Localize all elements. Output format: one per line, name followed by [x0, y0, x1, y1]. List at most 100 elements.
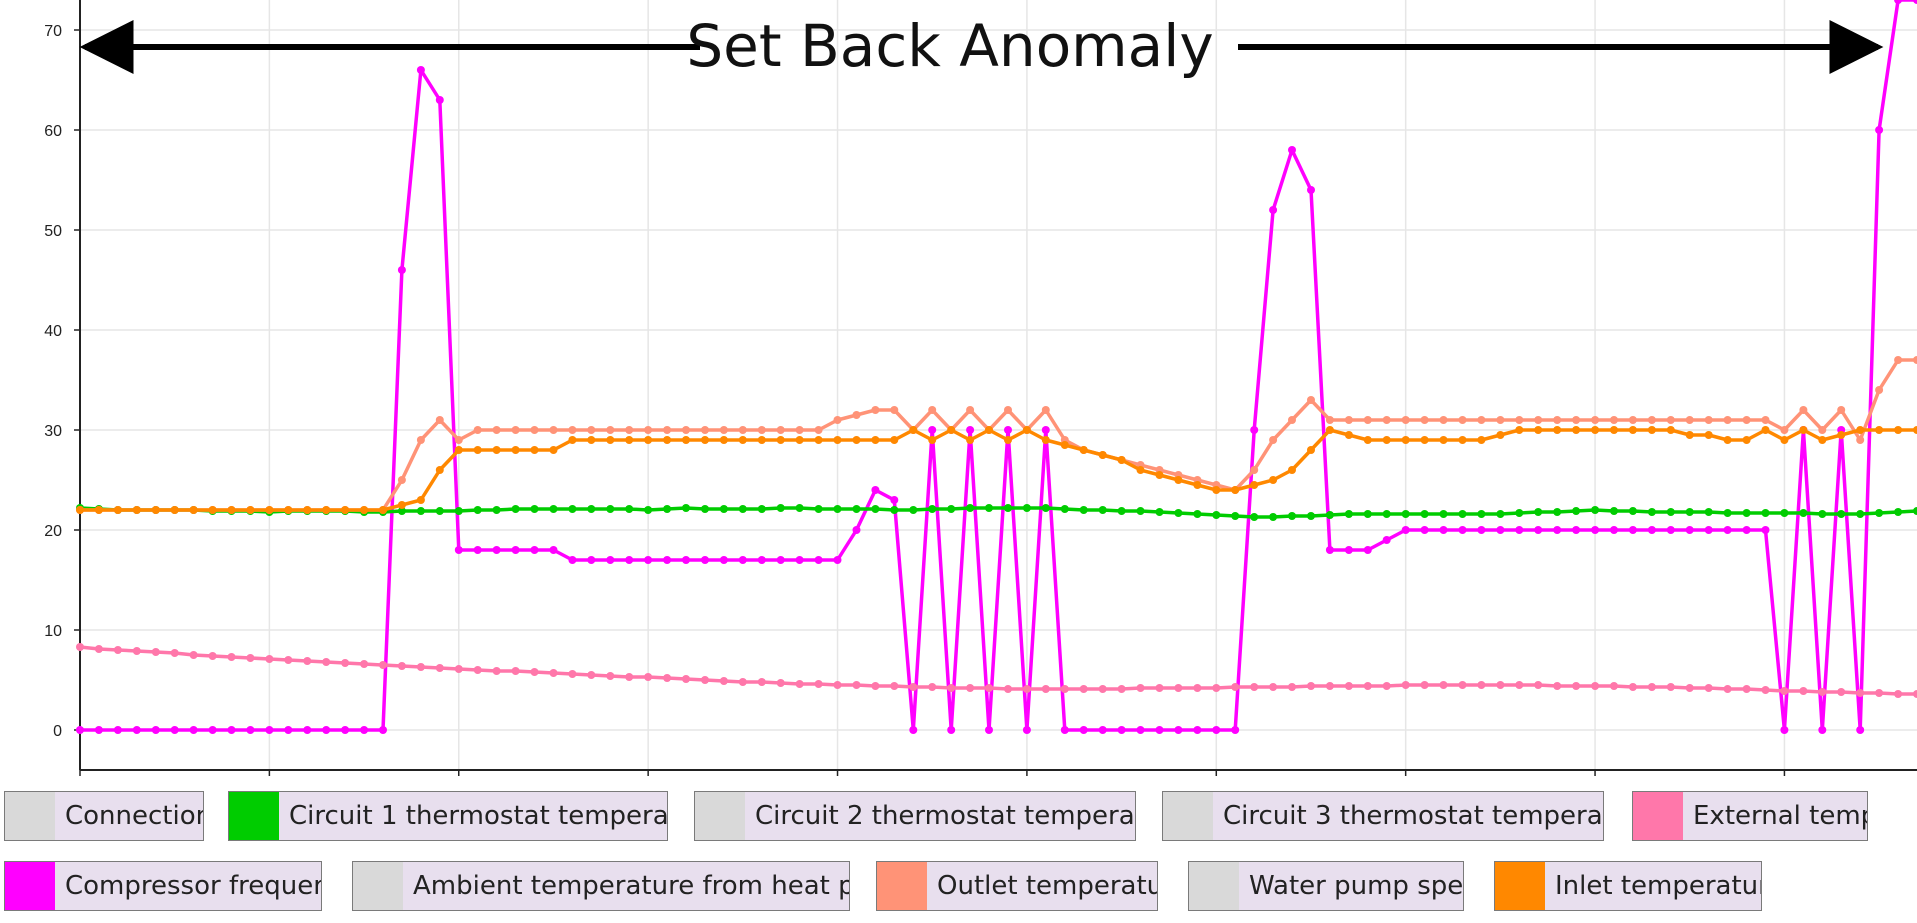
data-point-inlet-temperature [1496, 431, 1505, 439]
legend-label-circuit-3-thermostat: Circuit 3 thermostat temperature [1223, 801, 1603, 831]
data-point-inlet-temperature [890, 436, 899, 444]
data-point-circuit-1-thermostat-temperature [1079, 506, 1088, 514]
data-point-inlet-temperature [170, 506, 179, 514]
data-point-outlet-temperature [1534, 416, 1543, 424]
data-point-outlet-temperature [738, 426, 747, 434]
data-point-circuit-1-thermostat-temperature [1799, 509, 1808, 517]
data-point-compressor-frequency [1742, 526, 1751, 534]
legend-item-compressor-frequency[interactable]: Compressor frequency [4, 861, 322, 911]
data-point-external-temperature [379, 661, 387, 669]
legend-item-circuit-1-thermostat[interactable]: Circuit 1 thermostat temperature [228, 791, 668, 841]
data-point-circuit-1-thermostat-temperature [1212, 511, 1221, 519]
data-point-external-temperature [416, 663, 425, 671]
data-point-compressor-frequency [1420, 526, 1429, 534]
data-point-circuit-1-thermostat-temperature [1610, 507, 1618, 515]
data-point-compressor-frequency [1250, 426, 1259, 434]
data-point-compressor-frequency [1041, 426, 1050, 434]
data-point-circuit-1-thermostat-temperature [1060, 505, 1069, 513]
data-point-compressor-frequency [738, 556, 747, 564]
data-point-external-temperature [1401, 681, 1410, 689]
axes: 0 10 20 30 40 50 60 70 [44, 0, 1917, 776]
data-point-circuit-1-thermostat-temperature [1382, 510, 1391, 518]
data-point-external-temperature [587, 671, 596, 679]
legend-item-connection[interactable]: Connection [4, 791, 204, 841]
data-point-compressor-frequency [871, 486, 880, 494]
data-point-inlet-temperature [227, 506, 236, 514]
legend-item-water-pump-speed[interactable]: Water pump speed [1188, 861, 1464, 911]
data-point-outlet-temperature [1837, 406, 1846, 414]
data-point-circuit-1-thermostat-temperature [511, 505, 520, 513]
data-point-external-temperature [132, 647, 141, 655]
data-point-compressor-frequency [1136, 726, 1145, 734]
data-point-external-temperature [151, 648, 160, 656]
data-point-outlet-temperature [814, 426, 823, 434]
data-point-inlet-temperature [76, 506, 84, 514]
data-point-inlet-temperature [549, 446, 558, 454]
legend-swatch-circuit-1-thermostat [229, 792, 279, 840]
data-point-outlet-temperature [1458, 416, 1467, 424]
data-point-inlet-temperature [1439, 436, 1448, 444]
legend-item-ambient-temperature[interactable]: Ambient temperature from heat pump [352, 861, 850, 911]
data-point-inlet-temperature [1856, 426, 1865, 434]
legend-item-external-temperature[interactable]: External temper [1632, 791, 1868, 841]
legend-item-inlet-temperature[interactable]: Inlet temperature [1494, 861, 1762, 911]
y-tick-label: 20 [44, 523, 62, 540]
data-point-circuit-1-thermostat-temperature [1307, 512, 1315, 520]
data-point-external-temperature [511, 667, 520, 675]
data-point-inlet-temperature [1098, 451, 1107, 459]
data-point-inlet-temperature [1837, 431, 1846, 439]
data-point-outlet-temperature [1799, 406, 1808, 414]
legend-item-circuit-2-thermostat[interactable]: Circuit 2 thermostat temperature [694, 791, 1136, 841]
data-point-inlet-temperature [587, 436, 596, 444]
data-point-outlet-temperature [1325, 416, 1334, 424]
data-point-external-temperature [1060, 685, 1069, 693]
series-external-temperature [76, 643, 1917, 698]
legend-label-connection: Connection [65, 801, 204, 831]
legend-item-outlet-temperature[interactable]: Outlet temperature [876, 861, 1158, 911]
data-point-circuit-1-thermostat-temperature [757, 505, 766, 513]
data-point-external-temperature [719, 677, 728, 685]
data-point-circuit-1-thermostat-temperature [1477, 510, 1486, 518]
data-point-inlet-temperature [1117, 456, 1126, 464]
data-point-inlet-temperature [928, 436, 937, 444]
data-point-inlet-temperature [606, 436, 615, 444]
data-point-compressor-frequency [1288, 146, 1296, 154]
legend-swatch-external-temperature [1633, 792, 1683, 840]
data-point-inlet-temperature [1022, 426, 1031, 434]
data-point-circuit-1-thermostat-temperature [492, 506, 501, 514]
data-point-outlet-temperature [1894, 356, 1903, 364]
data-point-circuit-1-thermostat-temperature [1136, 507, 1145, 515]
data-point-outlet-temperature [568, 426, 577, 434]
data-point-external-temperature [1704, 684, 1713, 692]
data-point-outlet-temperature [644, 426, 653, 434]
data-point-compressor-frequency [94, 726, 103, 734]
data-point-inlet-temperature [303, 506, 312, 514]
data-point-inlet-temperature [1780, 436, 1789, 444]
data-point-external-temperature [1155, 684, 1164, 692]
data-point-external-temperature [208, 652, 217, 660]
series-compressor-frequency [76, 0, 1917, 734]
data-point-compressor-frequency [1780, 726, 1789, 734]
data-point-circuit-1-thermostat-temperature [1004, 504, 1012, 512]
data-point-circuit-1-thermostat-temperature [1098, 506, 1107, 514]
data-point-inlet-temperature [265, 506, 274, 514]
data-point-compressor-frequency [701, 556, 709, 564]
data-point-external-temperature [1477, 681, 1486, 689]
data-point-circuit-1-thermostat-temperature [568, 505, 577, 513]
data-point-circuit-1-thermostat-temperature [473, 506, 482, 514]
data-point-compressor-frequency [227, 726, 236, 734]
data-point-inlet-temperature [1288, 466, 1296, 474]
data-point-compressor-frequency [1079, 726, 1088, 734]
data-point-inlet-temperature [1458, 436, 1467, 444]
data-point-inlet-temperature [814, 436, 823, 444]
data-point-inlet-temperature [1515, 426, 1524, 434]
legend-item-circuit-3-thermostat[interactable]: Circuit 3 thermostat temperature [1162, 791, 1604, 841]
data-point-outlet-temperature [1572, 416, 1581, 424]
data-point-circuit-1-thermostat-temperature [549, 505, 558, 513]
data-point-external-temperature [833, 681, 842, 689]
y-tick-label: 10 [44, 623, 62, 640]
data-point-external-temperature [265, 655, 274, 663]
data-point-external-temperature [1098, 685, 1107, 693]
data-point-circuit-1-thermostat-temperature [852, 505, 861, 513]
data-point-outlet-temperature [1363, 416, 1372, 424]
